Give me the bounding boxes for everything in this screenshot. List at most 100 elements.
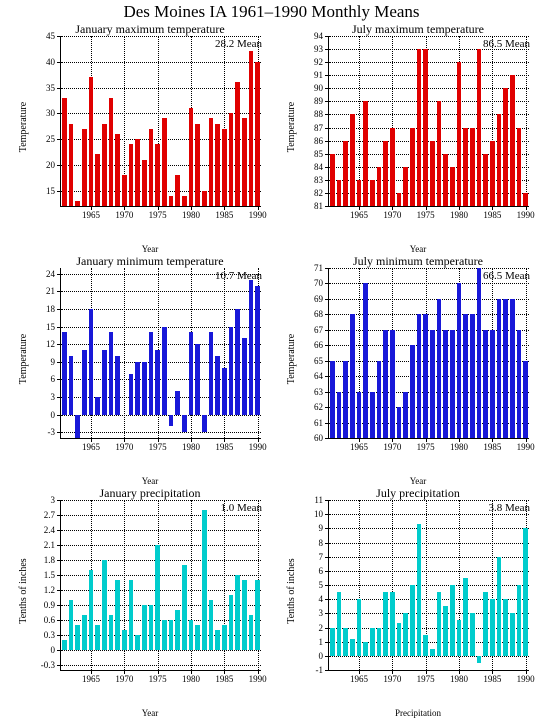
y-tick-label: 0 [51, 645, 56, 655]
bar [343, 628, 348, 656]
x-tick-label: 1970 [383, 674, 401, 684]
bar [102, 560, 107, 650]
bar [483, 592, 488, 656]
bar [255, 286, 260, 415]
chart-title: January minimum temperature [32, 254, 268, 269]
bar [517, 128, 522, 206]
x-tick-label: 1985 [215, 442, 233, 452]
bar [122, 175, 127, 206]
x-axis-label: Year [32, 476, 268, 486]
bar [470, 314, 475, 438]
bar [357, 180, 362, 206]
bar [69, 124, 74, 206]
bar [195, 124, 200, 206]
bar [135, 635, 140, 650]
bar [222, 368, 227, 415]
y-tick-label: 1 [319, 637, 324, 647]
bar [189, 620, 194, 650]
chart-title: July maximum temperature [300, 22, 536, 37]
bar [363, 101, 368, 206]
bar [229, 113, 234, 206]
x-tick-label: 1990 [249, 442, 267, 452]
bar [370, 392, 375, 438]
y-tick-label: 1.5 [44, 570, 55, 580]
bar [195, 344, 200, 414]
bar [149, 605, 154, 650]
x-tick-label: 1965 [82, 674, 100, 684]
bar [490, 330, 495, 438]
bar [202, 415, 207, 433]
bar [330, 361, 335, 438]
bar [82, 350, 87, 414]
x-tick-label: 1965 [350, 442, 368, 452]
x-tick-label: 1990 [517, 210, 535, 220]
y-tick-label: 0.3 [44, 630, 55, 640]
y-tick-label: 45 [46, 31, 55, 41]
bar [209, 332, 214, 414]
y-tick-label: 2.4 [44, 525, 55, 535]
bar [450, 585, 455, 656]
bar [417, 49, 422, 206]
bar [162, 118, 167, 206]
bar [517, 330, 522, 438]
bar [423, 314, 428, 438]
bar [430, 330, 435, 438]
y-tick-label: 63 [314, 387, 323, 397]
y-tick-label: 2.7 [44, 510, 55, 520]
bar [62, 332, 67, 414]
y-tick-label: 21 [46, 286, 55, 296]
bar [437, 101, 442, 206]
bar [523, 528, 528, 656]
bar [175, 175, 180, 206]
bar [337, 592, 342, 656]
bar [95, 154, 100, 206]
bar [202, 510, 207, 650]
bar [115, 356, 120, 415]
bar [370, 628, 375, 656]
x-tick-label: 1970 [383, 210, 401, 220]
bar [390, 128, 395, 206]
y-tick-label: 9 [51, 357, 56, 367]
y-tick-label: -0.3 [41, 660, 55, 670]
bar [155, 545, 160, 650]
bar [189, 332, 194, 414]
y-axis-label: Temperature [286, 334, 297, 384]
bar [503, 299, 508, 438]
x-tick-label: 1975 [417, 674, 435, 684]
bar [135, 362, 140, 415]
y-tick-label: 5 [319, 580, 324, 590]
bar [337, 392, 342, 438]
bar [490, 141, 495, 206]
y-tick-label: 3 [51, 392, 56, 402]
bar [450, 330, 455, 438]
x-tick-label: 1970 [115, 674, 133, 684]
y-tick-label: 1.2 [44, 585, 55, 595]
bar [95, 397, 100, 415]
bar [255, 580, 260, 650]
y-tick-label: 2.1 [44, 540, 55, 550]
bar [343, 141, 348, 206]
y-tick-label: 6 [51, 374, 56, 384]
bar [162, 620, 167, 650]
bar [109, 615, 114, 650]
bar [69, 356, 74, 415]
bar [182, 196, 187, 206]
bar [255, 62, 260, 206]
x-tick-label: 1985 [483, 442, 501, 452]
bar [363, 642, 368, 656]
bar [383, 141, 388, 206]
bar [523, 193, 528, 206]
y-axis-label: Tenths of inches [286, 558, 297, 623]
y-tick-label: 93 [314, 44, 323, 54]
y-tick-label: 8 [319, 538, 324, 548]
bar [330, 154, 335, 206]
bar [383, 330, 388, 438]
x-tick-label: 1965 [350, 674, 368, 684]
bar [249, 280, 254, 415]
bar [463, 128, 468, 206]
y-tick-label: 18 [46, 304, 55, 314]
bar [350, 114, 355, 206]
bar [463, 578, 468, 656]
bar [363, 283, 368, 438]
bar [209, 600, 214, 650]
